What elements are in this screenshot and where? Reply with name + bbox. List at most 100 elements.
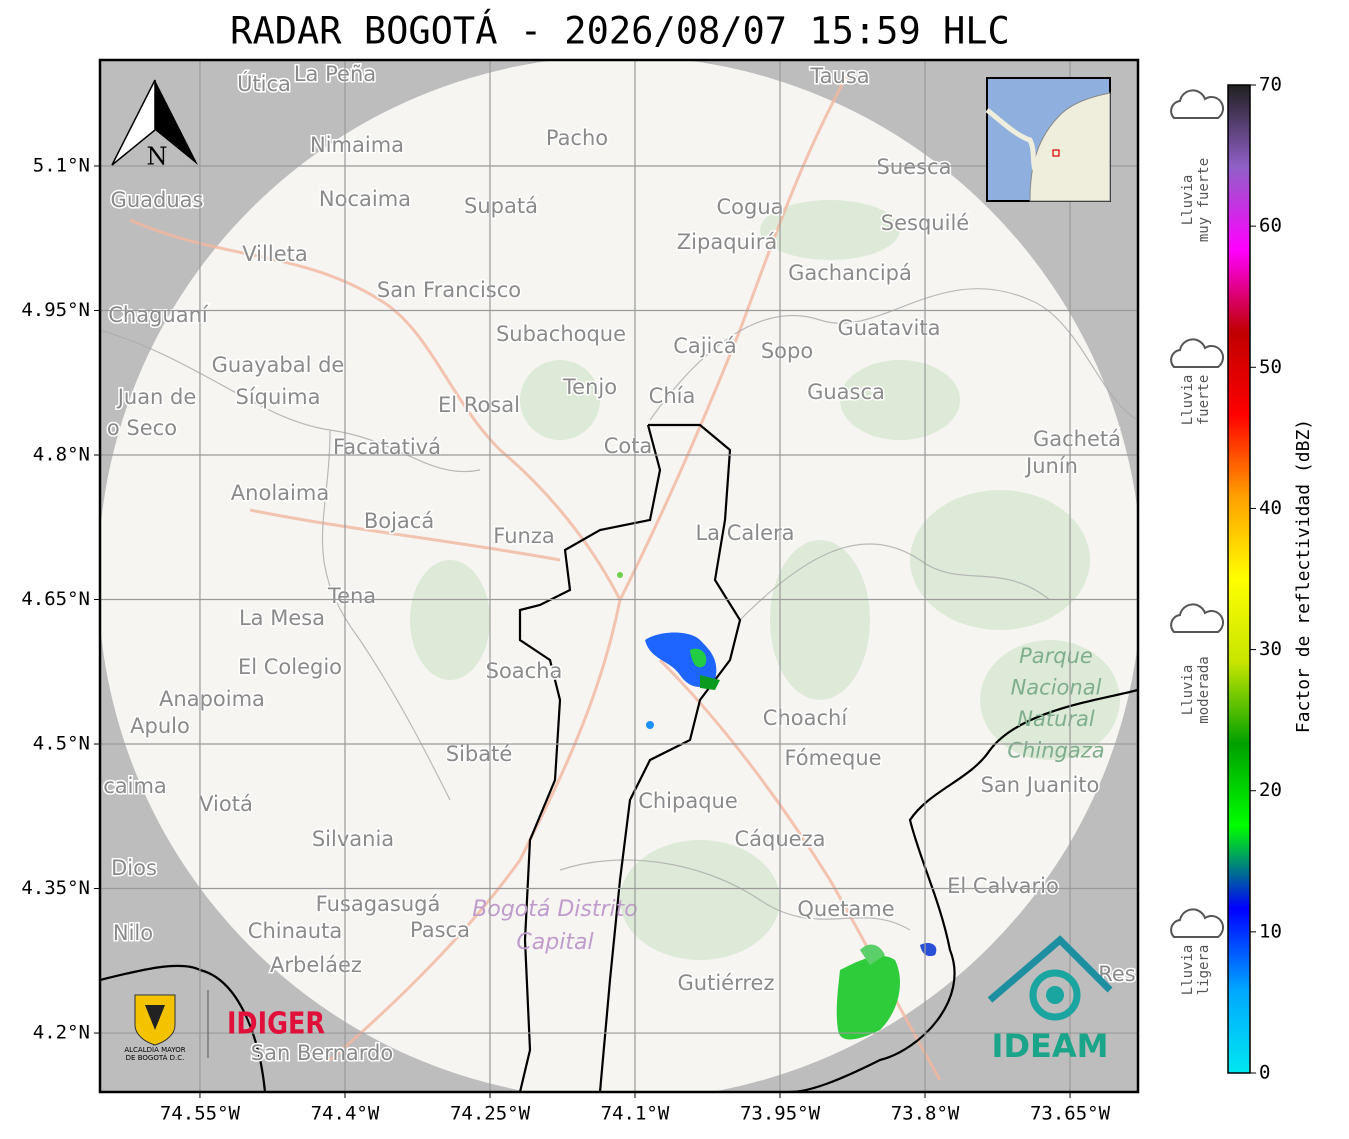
- place-label: Guaduas: [111, 188, 204, 212]
- place-label: Quetame: [797, 897, 894, 921]
- place-label: Guasca: [807, 380, 885, 404]
- rain-label: Lluvia: [1180, 665, 1196, 716]
- weather-icon: [1170, 89, 1225, 119]
- district-label: Bogotá Distrito: [472, 897, 637, 922]
- map-frame: [98, 58, 1140, 1094]
- place-label: Nilo: [113, 921, 153, 945]
- place-label: Pasca: [410, 918, 470, 942]
- vegetation: [410, 200, 1120, 960]
- place-label: San Juanito: [981, 773, 1100, 797]
- colorbar: Factor de reflectividad (dBZ) 0 10 20 30 40 5…: [1227, 74, 1314, 1084]
- colorbar-scale: [1227, 84, 1251, 1074]
- place-label: La Peña: [294, 62, 376, 86]
- axes: 74.55°W 74.4°W 74.25°W 74.1°W 73.95°W 73.8°W 7…: [21, 154, 1110, 1124]
- place-label: Chaguaní: [108, 303, 209, 327]
- place-label: La Mesa: [239, 606, 325, 630]
- colorbar-tick-label: 0: [1259, 1062, 1270, 1084]
- y-tick-label: 4.8°N: [33, 443, 90, 465]
- place-label: Zipaquirá: [677, 230, 777, 254]
- place-label: Gachancipá: [788, 261, 912, 285]
- idiger-logo: IDIGER: [227, 1006, 325, 1042]
- place-label: Chipaque: [638, 789, 738, 813]
- place-label: Soacha: [486, 659, 563, 683]
- place-label: Gachetá: [1033, 427, 1121, 451]
- weather-icon: [1170, 603, 1225, 633]
- place-label: Arbeláez: [270, 953, 362, 977]
- place-label: Tausa: [809, 64, 869, 88]
- radar-echoes: [617, 572, 937, 1040]
- park-label: Chingaza: [1007, 739, 1104, 763]
- park-label: Nacional: [1011, 676, 1102, 700]
- colorbar-tick-label: 40: [1259, 497, 1282, 519]
- roads: [129, 69, 942, 1081]
- x-tick-label: 74.25°W: [450, 1103, 531, 1125]
- municipal-borders: [100, 288, 1138, 931]
- place-label: Supatá: [464, 194, 538, 218]
- alcaldia-logo: ALCALDÍA MAYOR DE BOGOTÁ D.C. IDIGER: [124, 990, 325, 1062]
- y-tick-label: 4.65°N: [21, 588, 90, 610]
- inset-map: [985, 77, 1111, 202]
- place-label: Cogua: [716, 195, 783, 219]
- place-label: San Bernardo: [251, 1041, 393, 1065]
- alcaldia-line: DE BOGOTÁ D.C.: [126, 1053, 185, 1062]
- alcaldia-line: ALCALDÍA MAYOR: [124, 1045, 185, 1054]
- place-label: Nocaima: [319, 187, 411, 211]
- place-label: Pacho: [546, 126, 608, 150]
- place-labels: Útica La Peña Tausa Pacho Nimaima Guaduas Noca…: [102, 61, 1138, 1067]
- title: RADAR BOGOTÁ - 2026/08/07 15:59 HLC: [230, 9, 1010, 53]
- district-label: Capital: [516, 930, 593, 955]
- place-label: El Colegio: [238, 655, 342, 679]
- grid: [100, 60, 1138, 1092]
- place-label: Subachoque: [496, 322, 626, 346]
- place-label: Res: [1098, 962, 1136, 986]
- place-label: Fómeque: [784, 746, 881, 770]
- place-label: Tenjo: [562, 375, 617, 399]
- y-tick-label: 5.1°N: [33, 154, 90, 176]
- place-label: Viotá: [199, 792, 253, 816]
- place-label: Bojacá: [364, 509, 434, 533]
- place-label: Chía: [649, 384, 696, 408]
- park-label: Parque: [1019, 644, 1093, 668]
- x-tick-label: 73.65°W: [1030, 1103, 1111, 1125]
- place-label: Fusagasugá: [316, 892, 441, 916]
- place-label: Chinauta: [248, 919, 342, 943]
- place-label: Dios: [111, 856, 157, 880]
- place-label: El Calvario: [947, 874, 1059, 898]
- rain-label: fuerte: [1196, 375, 1212, 426]
- weather-icon: [1170, 908, 1225, 938]
- north-arrow: N: [111, 79, 198, 171]
- place-label: Gutiérrez: [678, 971, 775, 995]
- x-tick-label: 73.95°W: [740, 1103, 821, 1125]
- colorbar-tick-label: 10: [1259, 920, 1282, 942]
- place-label: Guayabal de: [212, 353, 345, 377]
- place-label: Anolaima: [231, 481, 329, 505]
- y-tick-label: 4.35°N: [21, 877, 90, 899]
- place-label: Silvania: [312, 827, 394, 851]
- rain-label: Lluvia: [1180, 945, 1196, 996]
- weather-icon: [1170, 338, 1225, 368]
- park-label: Natural: [1017, 707, 1095, 731]
- colorbar-tick-label: 50: [1259, 356, 1282, 378]
- colorbar-tick-label: 20: [1259, 779, 1282, 801]
- rain-label: muy fuerte: [1196, 158, 1212, 242]
- place-label: Síquima: [236, 385, 321, 409]
- y-tick-label: 4.2°N: [33, 1022, 90, 1044]
- map: Útica La Peña Tausa Pacho Nimaima Guaduas Noca…: [100, 60, 1138, 1092]
- colorbar-label: Factor de reflectividad (dBZ): [1293, 419, 1314, 733]
- place-label: Sopo: [761, 339, 813, 363]
- place-label: Cajicá: [673, 334, 737, 358]
- colorbar-tick-label: 30: [1259, 638, 1282, 660]
- rain-label: Lluvia: [1180, 375, 1196, 426]
- y-tick-label: 4.95°N: [21, 299, 90, 321]
- place-label: Anapoima: [159, 687, 265, 711]
- place-label: Nimaima: [310, 133, 404, 157]
- place-label: Guatavita: [838, 316, 941, 340]
- x-tick-label: 74.55°W: [160, 1103, 241, 1125]
- place-label: Suesca: [877, 155, 952, 179]
- y-tick-label: 4.5°N: [33, 733, 90, 755]
- ideam-label: IDEAM: [992, 1027, 1109, 1065]
- place-label: Útica: [237, 71, 291, 96]
- rain-label: moderada: [1196, 656, 1212, 723]
